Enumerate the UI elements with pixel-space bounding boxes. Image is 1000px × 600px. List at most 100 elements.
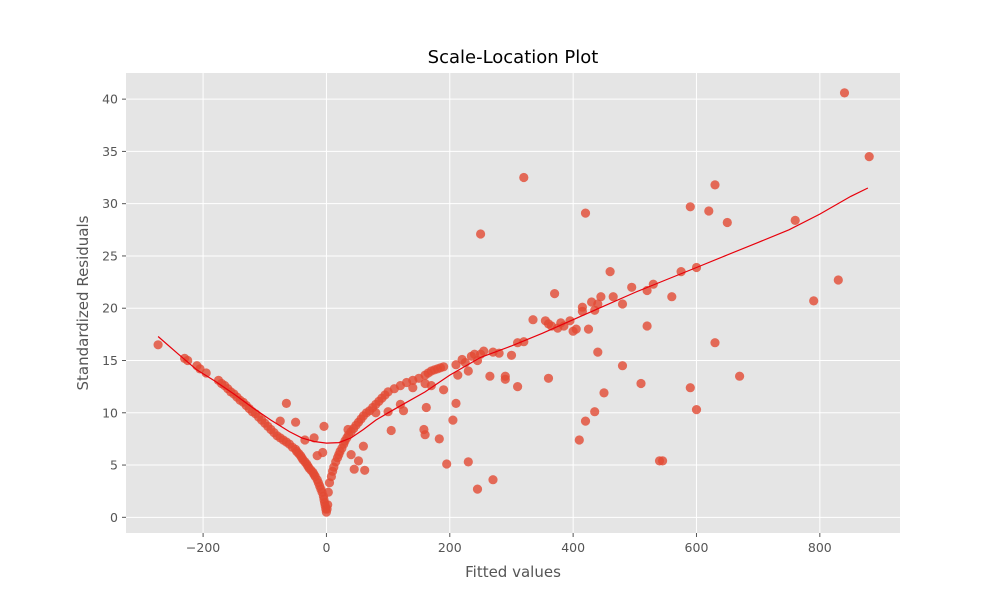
data-point [722, 217, 732, 228]
y-tick-label: 0 [110, 510, 118, 525]
data-point [463, 457, 473, 467]
y-tick-label: 10 [102, 405, 118, 420]
data-point [448, 415, 458, 425]
data-point [506, 350, 517, 360]
data-point [577, 306, 588, 316]
data-point [408, 383, 418, 393]
data-point [593, 299, 603, 309]
data-point [704, 206, 714, 216]
y-tick-label: 5 [110, 458, 118, 473]
axis-ticks: −200 0 200 400 600 800 0 5 10 15 20 25 30 35 40 [102, 92, 832, 555]
plot-background [126, 73, 900, 533]
data-point [627, 282, 637, 292]
data-point [710, 180, 720, 190]
y-tick-label: 30 [102, 196, 118, 211]
data-point [583, 324, 594, 334]
data-point [323, 487, 333, 497]
data-point [593, 347, 603, 357]
data-point [420, 378, 430, 389]
data-point [528, 315, 538, 325]
data-point [479, 346, 489, 356]
y-tick-label: 35 [102, 144, 118, 159]
data-point [153, 340, 163, 350]
data-point [596, 292, 606, 302]
y-axis-label: Standardized Residuals [74, 215, 92, 390]
data-point [386, 425, 396, 436]
data-point [463, 366, 473, 376]
data-point [571, 324, 581, 334]
trend-line [157, 187, 869, 444]
data-point [275, 416, 285, 426]
data-point [451, 398, 461, 408]
data-point [323, 500, 333, 510]
data-point [617, 299, 628, 309]
data-point [864, 152, 874, 162]
data-point [442, 459, 452, 469]
data-point [476, 229, 486, 239]
x-tick-label: 600 [685, 540, 709, 555]
data-point [710, 338, 720, 348]
data-point [451, 360, 461, 370]
data-point [309, 433, 319, 443]
data-point [439, 385, 449, 395]
data-point [590, 407, 600, 417]
data-point [580, 208, 591, 218]
x-tick-label: −200 [186, 540, 220, 555]
data-point [519, 172, 529, 183]
y-tick-label: 15 [102, 353, 118, 368]
data-point [318, 447, 328, 458]
data-point [667, 292, 677, 302]
data-point [358, 441, 368, 451]
grid [126, 73, 900, 533]
data-point [550, 289, 560, 299]
x-axis-label: Fitted values [465, 563, 561, 581]
data-point [543, 373, 554, 383]
trend-line-group [157, 187, 869, 444]
data-point [833, 275, 843, 285]
data-point [420, 430, 430, 440]
data-point [685, 202, 695, 212]
data-point [685, 383, 695, 393]
data-point [691, 405, 702, 415]
data-point [472, 484, 483, 494]
data-point [500, 374, 510, 384]
y-tick-label: 20 [102, 301, 118, 316]
y-tick-label: 40 [102, 92, 118, 107]
data-point [642, 321, 652, 331]
data-point [453, 370, 463, 380]
data-point [281, 398, 291, 408]
scatter-points [153, 88, 874, 517]
data-point [319, 421, 329, 431]
x-tick-label: 800 [808, 540, 832, 555]
y-tick-label: 25 [102, 248, 118, 263]
data-point [291, 417, 301, 427]
data-point [574, 435, 584, 445]
data-point [605, 267, 615, 277]
data-point [421, 402, 431, 413]
data-point [839, 88, 850, 98]
data-point [580, 416, 591, 426]
x-tick-label: 200 [438, 540, 462, 555]
data-point [636, 378, 646, 389]
chart-title: Scale-Location Plot [428, 47, 599, 68]
data-point [343, 424, 353, 435]
data-point [654, 456, 665, 466]
data-point [599, 388, 609, 398]
data-point [735, 371, 745, 381]
data-point [809, 296, 819, 306]
data-point [790, 215, 800, 225]
data-point [349, 464, 359, 474]
data-point [513, 382, 523, 392]
data-point [485, 371, 495, 381]
data-point [488, 475, 498, 485]
x-tick-label: 0 [322, 540, 330, 555]
data-point [559, 321, 569, 331]
x-tick-label: 400 [561, 540, 585, 555]
data-point [183, 355, 193, 366]
data-point [346, 450, 356, 460]
data-point [434, 434, 444, 444]
data-point [676, 267, 686, 277]
data-point [371, 408, 381, 418]
data-point [353, 456, 364, 466]
